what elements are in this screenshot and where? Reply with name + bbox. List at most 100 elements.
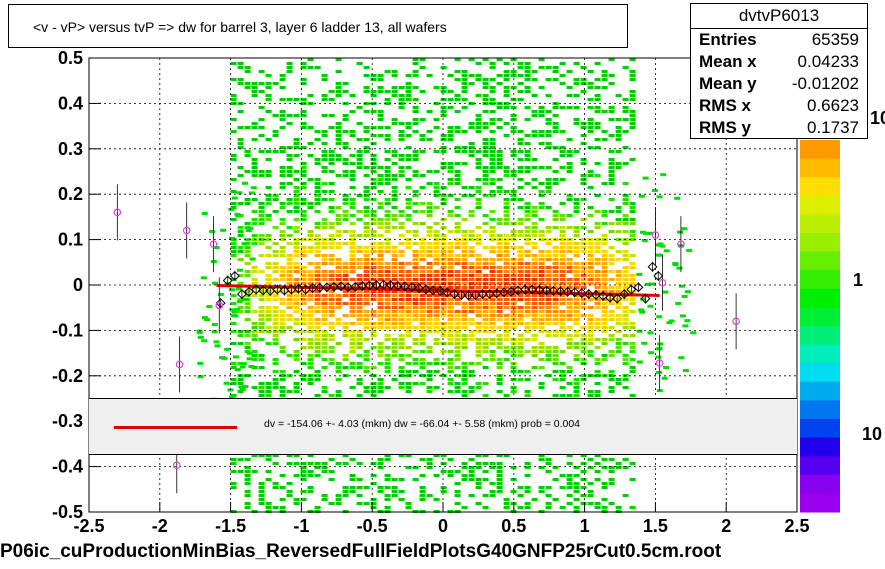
heat-cell [594,358,601,361]
heat-cell [251,270,258,273]
heat-cell [279,230,286,233]
heat-cell [335,378,342,381]
heat-cell [496,274,503,277]
heat-cell [580,78,587,81]
heat-cell [587,322,594,325]
heat-cell [321,342,328,345]
heat-cell [405,506,412,509]
heat-cell [447,182,454,185]
heat-cell [566,302,573,305]
heat-cell [398,318,405,321]
heat-cell [690,331,697,335]
heat-cell [356,322,363,325]
heat-cell [482,286,489,289]
heat-cell [356,486,363,489]
heat-cell [391,294,398,297]
heat-cell [552,158,559,161]
heat-cell [356,106,363,109]
heat-cell [412,106,419,109]
heat-cell [559,258,566,261]
heat-cell [482,122,489,125]
heat-cell [237,226,244,229]
profile-marker [633,282,644,293]
heat-cell [447,314,454,317]
heat-cell [447,330,454,333]
heat-cell [307,306,314,309]
heat-cell [363,174,370,177]
heat-cell [447,270,454,273]
heat-cell [622,334,629,337]
heat-cell [349,362,356,365]
heat-cell [300,126,307,129]
heat-cell [391,314,398,317]
heat-cell [419,494,426,497]
heat-cell [496,178,503,181]
heat-cell [251,350,258,353]
heat-cell [482,322,489,325]
heat-cell [412,230,419,233]
heat-cell [517,262,524,265]
heat-cell [475,286,482,289]
heat-cell [517,342,524,345]
heat-cell [300,146,307,149]
heat-cell [454,226,461,229]
heat-cell [314,322,321,325]
heat-cell [286,254,293,257]
heat-cell [342,354,349,357]
heat-cell [538,314,545,317]
heat-cell [321,274,328,277]
heat-cell [573,266,580,269]
heat-cell [559,378,566,381]
heat-cell [524,506,531,509]
heat-cell [573,330,580,333]
heat-cell [377,290,384,293]
heat-cell [468,466,475,469]
heat-cell [503,78,510,81]
heat-cell [398,370,405,373]
heat-cell [496,302,503,305]
heat-cell [363,86,370,89]
heat-cell [686,248,693,252]
heat-cell [398,326,405,329]
heat-cell [489,278,496,281]
heat-cell [454,182,461,185]
heat-cell [293,178,300,181]
heat-cell [496,154,503,157]
heat-cell [412,310,419,313]
heat-cell [258,270,265,273]
heat-cell [608,482,615,485]
heat-cell [412,150,419,153]
heat-cell [426,234,433,237]
heat-cell [377,178,384,181]
heat-cell [566,346,573,349]
heat-cell [531,282,538,285]
heat-cell [594,346,601,349]
heat-cell [328,394,335,397]
heat-cell [419,338,426,341]
heat-cell [272,482,279,485]
heat-cell [251,354,258,357]
heat-cell [265,214,272,217]
heat-cell [594,242,601,245]
heat-cell [594,318,601,321]
heat-cell [258,322,265,325]
heat-cell [321,366,328,369]
heat-cell [419,382,426,385]
heat-cell [475,386,482,389]
heat-cell [489,342,496,345]
heat-cell [398,250,405,253]
heat-cell [398,266,405,269]
heat-cell [230,118,237,121]
heat-cell [391,278,398,281]
heat-cell [356,262,363,265]
heat-cell [489,350,496,353]
heat-cell [426,330,433,333]
heat-cell [377,310,384,313]
heat-cell [489,110,496,113]
heat-cell [272,114,279,117]
heat-cell [307,234,314,237]
heat-cell [475,502,482,505]
heat-cell [622,222,629,225]
heat-cell [566,334,573,337]
heat-cell [447,338,454,341]
